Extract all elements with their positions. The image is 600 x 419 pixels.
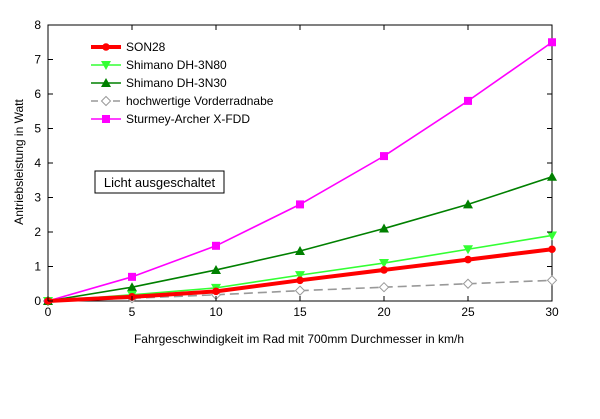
data-point [296,276,304,285]
legend-marker [102,43,110,51]
data-point [127,282,137,292]
annotation-box: Licht ausgeschaltet [94,170,225,194]
data-point [380,152,388,161]
legend-label: Sturmey-Archer X-FDD [126,112,250,126]
data-point [294,285,306,296]
data-point [463,199,473,209]
data-point [211,264,221,274]
y-axis-title: Antriebsleistung in Watt [12,99,26,225]
data-point [378,281,390,293]
axis-ticks: 0 5 10 15 20 25 30 0 1 2 3 4 5 6 7 8 [34,18,559,319]
x-tick-label: 15 [293,305,307,319]
data-point [296,200,304,209]
data-point [547,231,557,241]
legend-item-hochwertige-vorderradnabe: hochwertige Vorderradnabe [91,94,274,108]
annotation-text: Licht ausgeschaltet [104,175,216,190]
x-tick-label: 10 [209,305,223,319]
legend-label: Shimano DH-3N30 [126,76,227,90]
y-tick-label: 1 [34,260,41,274]
x-tick-label: 20 [377,305,391,319]
legend-marker [101,78,111,87]
data-point [295,245,305,255]
y-tick-label: 0 [34,294,41,308]
x-tick-label: 5 [129,305,136,319]
legend-item-shimano-dh-3n30: Shimano DH-3N30 [91,76,227,90]
legend-item-sturmey-archer-x-fdd: Sturmey-Archer X-FDD [91,112,250,126]
legend-label: hochwertige Vorderradnabe [126,94,274,108]
y-tick-label: 2 [34,225,41,239]
legend: SON28 Shimano DH-3N80 Shimano DH-3N30 hochw… [91,40,274,126]
x-tick-label: 30 [545,305,559,319]
legend-item-son28: SON28 [91,40,166,54]
data-point [379,223,389,233]
y-tick-label: 4 [34,156,41,170]
y-tick-label: 5 [34,122,41,136]
legend-label: SON28 [126,40,166,54]
series-layer [42,38,558,307]
data-point [463,245,473,255]
x-axis-title: Fahrgeschwindigkeit im Rad mit 700mm Dur… [134,332,464,346]
y-tick-label: 8 [34,18,41,32]
data-point [548,38,556,47]
y-tick-label: 6 [34,87,41,101]
legend-marker [101,61,111,70]
series-sturmey-archer-x-fdd [44,38,556,305]
data-point [464,255,472,264]
data-point [212,287,220,296]
data-point [295,271,305,281]
data-point [547,171,557,181]
x-tick-label: 0 [45,305,52,319]
y-tick-label: 3 [34,191,41,205]
legend-marker [102,115,110,123]
data-point [546,275,558,286]
data-point [128,272,136,281]
x-tick-label: 25 [461,305,475,319]
y-tick-label: 7 [34,53,41,67]
data-point [462,278,474,289]
data-point [380,266,388,274]
data-point [548,245,556,254]
legend-label: Shimano DH-3N80 [126,58,227,72]
data-point [379,259,389,269]
legend-marker [100,95,112,107]
legend-item-shimano-dh-3n80: Shimano DH-3N80 [91,58,227,72]
data-point [212,241,220,250]
data-point [464,96,472,105]
